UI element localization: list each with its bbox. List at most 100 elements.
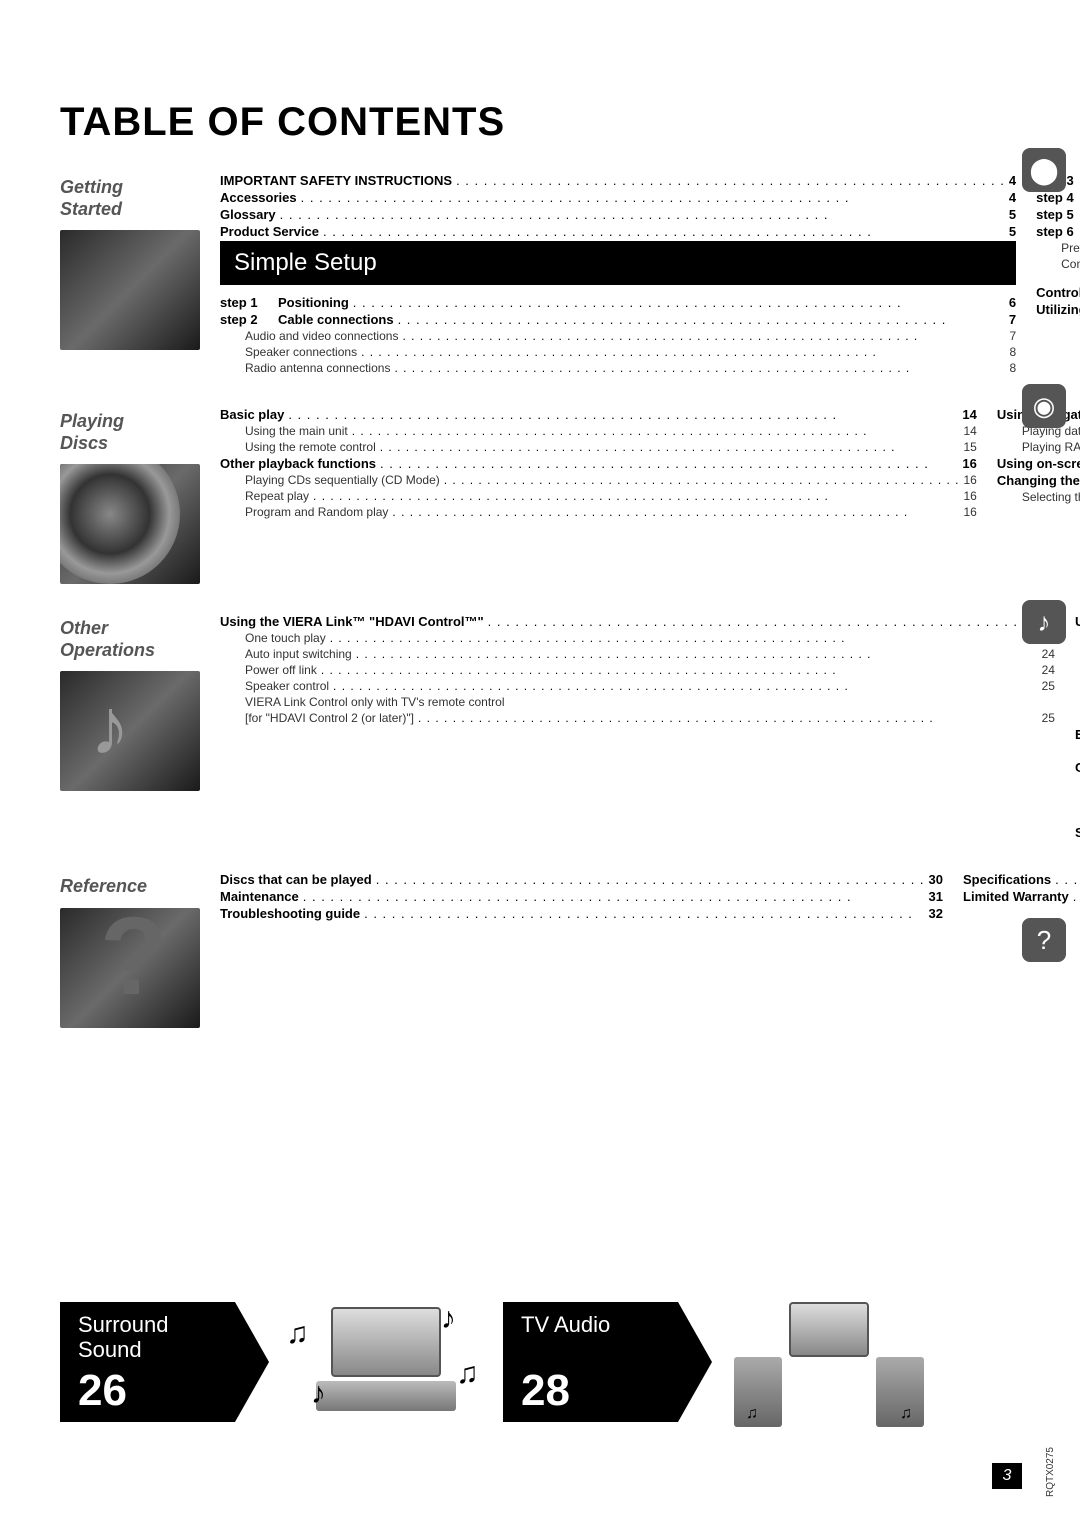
toc-page-number: 16 [964, 489, 977, 503]
page-title: TABLE OF CONTENTS [60, 100, 1020, 145]
footer-illustration-tv: ♫ ♪ ♪ ♫ [281, 1297, 491, 1427]
toc-section: GettingStartedIMPORTANT SAFETY INSTRUCTI… [60, 173, 1020, 377]
toc-row: Other playback functions . . . . . . . .… [220, 456, 977, 471]
toc-entry-label: Maintenance [220, 889, 299, 904]
section-thumbnail [60, 230, 200, 350]
leader-dots: . . . . . . . . . . . . . . . . . . . . … [361, 345, 1005, 359]
toc-entry-label: Troubleshooting guide [220, 906, 360, 921]
toc-row: Radio antenna connections . . . . . . . … [220, 361, 1016, 375]
leader-dots: . . . . . . . . . . . . . . . . . . . . … [444, 473, 960, 487]
side-tab-icon: ⬤ [1022, 148, 1066, 192]
toc-entry-label: Radio antenna connections [245, 361, 390, 375]
footer-card-page: 28 [521, 1366, 660, 1416]
toc-entry-label: Limited Warranty [963, 889, 1069, 904]
toc-row: [for "HDAVI Control 2 (or later)"] . . .… [220, 711, 1055, 725]
toc-entry-label: Power off link [245, 663, 317, 677]
toc-step-label: step 1 [220, 295, 268, 310]
toc-row: Presetting stations automatically . . . … [1036, 241, 1080, 255]
leader-dots: . . . . . . . . . . . . . . . . . . . . … [488, 614, 1037, 629]
section-title: PlayingDiscs [60, 411, 220, 454]
footer-card-title: Surround Sound [78, 1312, 217, 1363]
footer-quicklinks: Surround Sound 26 ♫ ♪ ♪ ♫ TV Audio 28 ↺ … [60, 1297, 1020, 1427]
toc-row: Using the iPod . . . . . . . . . . . . .… [1075, 809, 1080, 823]
toc-entry-label: VIERA Link Control only with TV's remote… [245, 695, 505, 709]
toc-entry-label: [for "HDAVI Control 2 (or later)"] [245, 711, 414, 725]
toc-row: Changing the player settings . . . . . .… [997, 473, 1080, 488]
toc-entry-label: Confirming the preset channels [1061, 257, 1080, 271]
footer-card-surround: Surround Sound 26 [60, 1302, 235, 1422]
toc-entry-label: Accessories [220, 190, 297, 205]
toc-page-number: 25 [1042, 711, 1055, 725]
toc-entry-label: Using on-screen menus [997, 456, 1080, 471]
toc-row: Enjoying the FM/AM radio . . . . . . . .… [1075, 727, 1080, 742]
toc-entry-label: Changing the player settings [997, 473, 1080, 488]
leader-dots: . . . . . . . . . . . . . . . . . . . . … [333, 679, 1038, 693]
leader-dots: . . . . . . . . . . . . . . . . . . . . … [364, 906, 924, 921]
leader-dots: . . . . . . . . . . . . . . . . . . . . … [288, 407, 958, 422]
toc-entry-label: One touch play [245, 631, 326, 645]
toc-entry-label: Using the main unit [245, 424, 348, 438]
toc-page-number: 4 [1009, 173, 1016, 188]
leader-dots: . . . . . . . . . . . . . . . . . . . . … [356, 647, 1038, 661]
leader-dots: . . . . . . . . . . . . . . . . . . . . … [456, 173, 1005, 188]
toc-page-number: 5 [1009, 207, 1016, 222]
section-title: OtherOperations [60, 618, 220, 661]
toc-row: Operating other equipment . . . . . . . … [1075, 760, 1080, 775]
leader-dots: . . . . . . . . . . . . . . . . . . . . … [330, 631, 1038, 645]
toc-page-number: 24 [1042, 663, 1055, 677]
toc-row: Product Service . . . . . . . . . . . . … [220, 224, 1016, 239]
toc-entry-label: Basic play [220, 407, 284, 422]
toc-row: step 1Positioning . . . . . . . . . . . … [220, 295, 1016, 310]
toc-section: ReferenceDiscs that can be played . . . … [60, 872, 1020, 1028]
toc-entry-label: Speaker connections [245, 345, 357, 359]
toc-row: Using Whisper-mode Surround . . . . . . … [1075, 663, 1080, 677]
footer-card-tvaudio: TV Audio 28 [503, 1302, 678, 1422]
toc-step-label: step 6 [1036, 224, 1080, 239]
toc-row: IMPORTANT SAFETY INSTRUCTIONS . . . . . … [220, 173, 1016, 188]
section-label-column: GettingStarted [60, 173, 220, 377]
toc-row: Using on-screen menus . . . . . . . . . … [997, 456, 1080, 471]
leader-dots: . . . . . . . . . . . . . . . . . . . . … [1055, 872, 1080, 887]
toc-entry-label: Utilizing the START menu [1036, 302, 1080, 317]
toc-row: Repeat play . . . . . . . . . . . . . . … [220, 489, 977, 503]
toc-row: Audio and video connections . . . . . . … [220, 329, 1016, 343]
toc-page-number: 16 [964, 473, 977, 487]
side-tab-icon: ? [1022, 918, 1066, 962]
toc-row: Adjusting the speaker level . . . . . . … [1075, 711, 1080, 725]
toc-column-left: Using the VIERA Link™ "HDAVI Control™" .… [220, 614, 1055, 842]
footer-card-page: 26 [78, 1366, 217, 1416]
leader-dots: . . . . . . . . . . . . . . . . . . . . … [303, 889, 925, 904]
toc-row: Using Subwoofer Boost . . . . . . . . . … [1075, 695, 1080, 709]
toc-column-left: IMPORTANT SAFETY INSTRUCTIONS . . . . . … [220, 173, 1016, 377]
toc-page-number: 25 [1042, 679, 1055, 693]
toc-row: Adjusting the subwoofer level . . . . . … [1075, 679, 1080, 693]
toc-page-number: 14 [964, 424, 977, 438]
toc-row: Using the main unit . . . . . . . . . . … [220, 424, 977, 438]
toc-row: Speaker control . . . . . . . . . . . . … [220, 679, 1055, 693]
toc-row: Using the VIERA Link™ "HDAVI Control™" .… [220, 614, 1055, 629]
section-label-column: PlayingDiscs [60, 407, 220, 584]
toc-row: step 2Cable connections . . . . . . . . … [220, 312, 1016, 327]
leader-dots: . . . . . . . . . . . . . . . . . . . . … [402, 329, 1005, 343]
toc-entry-label: Playing CDs sequentially (CD Mode) [245, 473, 440, 487]
toc-row: Playing RAM and DVD-R/-RW (DVD-VR) discs… [997, 440, 1080, 454]
toc-page-number: 14 [962, 407, 976, 422]
simple-setup-heading: Simple Setup [220, 241, 1016, 285]
toc-page-number: 16 [964, 505, 977, 519]
toc-row: Setting the sound effects . . . . . . . … [1075, 631, 1080, 645]
leader-dots: . . . . . . . . . . . . . . . . . . . . … [280, 207, 1005, 222]
arrow-icon [678, 1302, 712, 1422]
section-label-column: Reference [60, 872, 220, 1028]
leader-dots: . . . . . . . . . . . . . . . . . . . . … [323, 224, 1005, 239]
toc-row: Using sound effects . . . . . . . . . . … [1075, 614, 1080, 629]
leader-dots: . . . . . . . . . . . . . . . . . . . . … [321, 663, 1038, 677]
toc-page-number: 8 [1009, 345, 1016, 359]
leader-dots: . . . . . . . . . . . . . . . . . . . . … [1073, 889, 1080, 904]
toc-page-number: 5 [1009, 224, 1016, 239]
toc-columns: Basic play . . . . . . . . . . . . . . .… [220, 407, 1080, 584]
toc-row: Enjoying digital audio . . . . . . . . .… [1075, 793, 1080, 807]
footer-illustration-speakers: ↺ ♫ ♫ [724, 1297, 934, 1427]
leader-dots: . . . . . . . . . . . . . . . . . . . . … [380, 440, 960, 454]
toc-page-number: 30 [929, 872, 943, 887]
toc-entry-label: Positioning [278, 295, 349, 310]
